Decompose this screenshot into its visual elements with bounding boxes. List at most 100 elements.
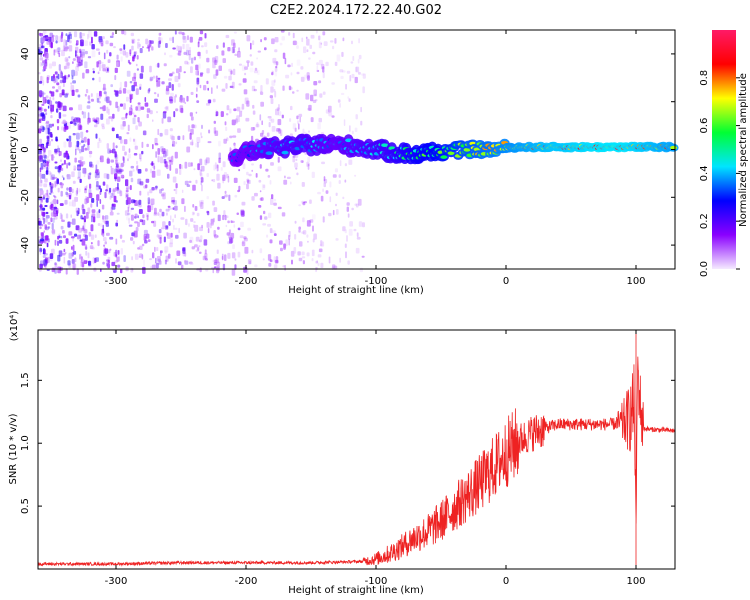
spectrogram-noise-cell: [97, 240, 101, 246]
spectrogram-noise-cell: [97, 240, 100, 247]
spectrogram-noise-cell: [356, 236, 361, 240]
spectrogram-noise-cell: [190, 128, 194, 135]
spectrogram-noise-cell: [259, 215, 263, 220]
spectrogram-noise-cell: [161, 81, 165, 85]
spectrogram-y-label: Frequency (Hz): [8, 112, 19, 188]
spectrogram-noise-cell: [259, 248, 263, 254]
spectrogram-noise-cell: [225, 224, 228, 228]
spectrogram-noise-cell: [45, 36, 48, 40]
spectrogram-noise-cell: [41, 125, 45, 132]
spectrogram-noise-cell: [338, 174, 341, 178]
spectrogram-noise-cell: [57, 145, 59, 148]
spectrogram-noise-cell: [106, 106, 109, 114]
spectrogram-noise-cell: [357, 58, 360, 64]
spectrogram-noise-cell: [289, 87, 293, 90]
spectrogram-noise-cell: [273, 264, 278, 269]
spectrogram-noise-cell: [334, 38, 337, 44]
spectrogram-noise-cell: [236, 106, 241, 112]
spectrogram-noise-cell: [172, 176, 177, 183]
spectrogram-noise-cell: [114, 67, 118, 73]
spectrogram-noise-cell: [113, 251, 117, 257]
spectrogram-noise-cell: [154, 246, 156, 252]
spectrogram-noise-cell: [101, 232, 104, 236]
spectrogram-noise-cell: [54, 150, 58, 155]
spectrogram-noise-cell: [116, 219, 118, 223]
spectrogram-noise-cell: [325, 190, 329, 194]
spectrogram-noise-cell: [125, 192, 129, 199]
spectrogram-noise-cell: [101, 123, 105, 127]
spectrogram-noise-cell: [262, 223, 267, 226]
spectrogram-noise-cell: [50, 186, 53, 194]
spectrogram-noise-cell: [127, 158, 129, 162]
spectrogram-noise-cell: [92, 77, 95, 81]
colorbar-ticks: 0.00.20.40.60.8: [699, 70, 740, 277]
spectrogram-noise-cell: [72, 263, 77, 271]
spectrogram-noise-cell: [312, 238, 315, 243]
spectrogram-noise-cell: [188, 50, 191, 56]
spectrogram-noise-cell: [133, 72, 137, 79]
spectrogram-noise-cell: [57, 126, 60, 131]
spectrogram-noise-cell: [292, 91, 295, 94]
spectrogram-noise-cell: [69, 40, 72, 44]
spectrogram-noise-cell: [114, 151, 117, 158]
spectrogram-noise-cell: [215, 69, 219, 76]
spectrogram-noise-cell: [328, 105, 332, 113]
spectrogram-noise-cell: [122, 88, 127, 94]
spectrogram-noise-cell: [98, 39, 103, 45]
spectrogram-noise-cell: [244, 72, 247, 76]
spectrogram-noise-cell: [45, 142, 48, 149]
spectrogram-noise-cell: [125, 113, 128, 119]
spectrogram-noise-cell: [133, 81, 137, 87]
spectrogram-noise-cell: [139, 219, 143, 223]
spectrogram-noise-cell: [75, 89, 79, 93]
spectrogram-noise-cell: [41, 91, 44, 98]
spectrogram-noise-cell: [70, 82, 73, 85]
spectrogram-noise-cell: [238, 169, 241, 172]
spectrogram-noise-cell: [298, 257, 303, 262]
spectrogram-noise-cell: [195, 179, 198, 184]
spectrogram-noise-cell: [276, 107, 280, 112]
spectrogram-noise-cell: [127, 124, 130, 132]
spectrogram-noise-cell: [134, 253, 139, 260]
spectrogram-noise-cell: [272, 230, 276, 234]
spectrogram-noise-cell: [183, 51, 187, 55]
spectrogram-noise-cell: [95, 184, 100, 191]
spectrogram-noise-cell: [217, 261, 221, 266]
spectrogram-noise-cell: [45, 58, 49, 61]
spectrogram-noise-cell: [336, 54, 341, 62]
spectrogram-noise-cell: [290, 250, 295, 257]
spectrogram-noise-cell: [123, 255, 126, 262]
spectrogram-noise-cell: [249, 67, 254, 73]
spectrogram-noise-cell: [206, 80, 209, 85]
spectrogram-noise-cell: [216, 265, 220, 272]
spectrogram-noise-cell: [160, 146, 164, 152]
spectrogram-noise-cell: [127, 206, 130, 212]
spectrogram-noise-cell: [157, 148, 160, 155]
spectrogram-noise-cell: [277, 206, 282, 210]
spectrogram-noise-cell: [170, 92, 174, 97]
spectrogram-noise-cell: [38, 236, 42, 239]
spectrogram-noise-cell: [106, 143, 109, 149]
spectrogram-noise-cell: [194, 206, 198, 211]
spectrogram-noise-cell: [177, 83, 181, 88]
spectrogram-noise-cell: [45, 197, 49, 203]
spectrogram-noise-cell: [63, 65, 67, 70]
spectrogram-noise-cell: [175, 188, 178, 195]
spectrogram-noise-cell: [169, 134, 174, 139]
spectrogram-noise-cell: [51, 267, 55, 273]
spectrogram-noise-cell: [115, 222, 118, 227]
spectrogram-noise-cell: [46, 161, 49, 167]
spectrogram-noise-cell: [221, 196, 225, 199]
spectrogram-noise-cell: [198, 245, 201, 248]
spectrogram-noise-cell: [38, 47, 42, 50]
spectrogram-noise-cell: [55, 75, 58, 79]
spectrogram-noise-cell: [86, 184, 88, 188]
spectrogram-noise-cell: [199, 73, 203, 77]
spectrogram-noise-cell: [39, 249, 43, 252]
spectrogram-noise-cell: [50, 91, 55, 97]
spectrogram-noise-cell: [347, 213, 350, 218]
spectrogram-noise-cell: [43, 194, 45, 200]
spectrogram-noise-cell: [246, 183, 249, 190]
spectrogram-noise-cell: [82, 167, 87, 174]
spectrogram-noise-cell: [216, 164, 219, 172]
